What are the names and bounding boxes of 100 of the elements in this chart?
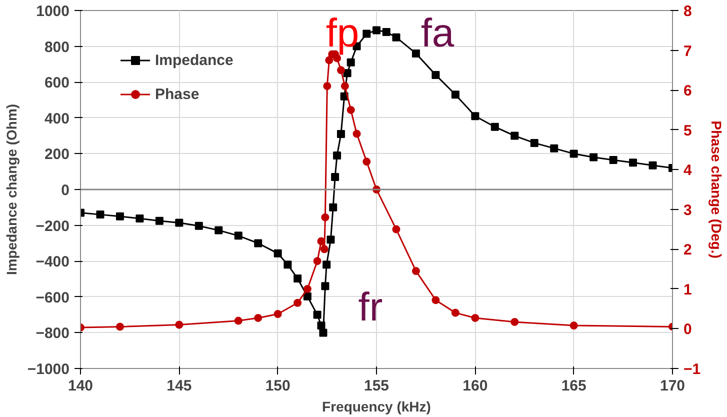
point bbox=[136, 214, 144, 222]
point bbox=[362, 158, 371, 166]
point bbox=[320, 245, 328, 254]
y-tick-label: 200 bbox=[44, 146, 70, 164]
point bbox=[321, 282, 330, 290]
y2-axis-title: Phase change (Deg.) bbox=[708, 120, 725, 258]
annotation: fr bbox=[358, 286, 383, 330]
y-tick-label: −200 bbox=[36, 218, 70, 235]
y2-tick-label: 6 bbox=[684, 82, 692, 100]
annotation: fp bbox=[326, 12, 360, 56]
y2-tick-label: 0 bbox=[684, 321, 692, 338]
point bbox=[234, 316, 242, 325]
point bbox=[648, 161, 657, 170]
x-tick-label: 165 bbox=[561, 378, 586, 394]
point bbox=[321, 213, 330, 222]
point bbox=[412, 267, 420, 276]
point bbox=[471, 314, 480, 322]
annotation: fa bbox=[420, 12, 455, 56]
point bbox=[570, 322, 578, 330]
point bbox=[214, 226, 223, 234]
point bbox=[471, 112, 480, 120]
point bbox=[317, 322, 326, 330]
point bbox=[432, 70, 440, 79]
point bbox=[274, 310, 282, 318]
y2-tick-label: 4 bbox=[684, 162, 692, 180]
y-tick-label: −600 bbox=[36, 289, 70, 306]
y2-tick-label: 1 bbox=[684, 281, 692, 298]
point bbox=[274, 249, 282, 258]
point bbox=[294, 274, 302, 282]
point bbox=[313, 257, 322, 266]
point bbox=[510, 318, 519, 326]
point bbox=[116, 322, 124, 331]
point bbox=[322, 260, 331, 269]
point bbox=[629, 158, 638, 167]
point bbox=[175, 218, 184, 227]
legend-label: Phase bbox=[155, 86, 200, 102]
y-tick-label: 0 bbox=[61, 182, 70, 199]
point bbox=[346, 58, 355, 66]
point bbox=[372, 26, 380, 34]
point bbox=[234, 232, 242, 240]
y-tick-label: 800 bbox=[44, 38, 70, 56]
point bbox=[340, 82, 349, 90]
point bbox=[362, 30, 371, 38]
point bbox=[175, 320, 184, 329]
y-tick-label: 1000 bbox=[36, 3, 70, 20]
point bbox=[317, 237, 326, 246]
point bbox=[331, 172, 340, 181]
point bbox=[352, 130, 361, 138]
point bbox=[319, 328, 328, 337]
point bbox=[116, 212, 124, 220]
point bbox=[510, 132, 519, 140]
x-tick-label: 160 bbox=[462, 378, 488, 394]
point bbox=[155, 216, 164, 225]
point bbox=[570, 150, 578, 158]
point bbox=[336, 130, 345, 138]
point bbox=[412, 49, 420, 58]
y2-tick-label: 2 bbox=[684, 242, 692, 259]
y2-tick-label: 8 bbox=[684, 3, 692, 20]
point bbox=[392, 225, 400, 234]
point bbox=[609, 156, 618, 164]
y-tick-label: −1000 bbox=[27, 361, 70, 378]
point bbox=[96, 210, 104, 219]
y-tick-label: −400 bbox=[36, 254, 70, 271]
x-tick-label: 140 bbox=[68, 378, 94, 394]
point bbox=[392, 33, 400, 42]
y2-tick-label: 5 bbox=[684, 122, 692, 140]
x-tick-label: 150 bbox=[265, 378, 290, 394]
point bbox=[313, 310, 322, 319]
point bbox=[194, 222, 203, 230]
point bbox=[284, 260, 292, 269]
point bbox=[550, 144, 558, 152]
y-axis-title: Impedance change (Ohm) bbox=[3, 104, 20, 276]
x-tick-label: 145 bbox=[166, 378, 192, 394]
point bbox=[254, 314, 262, 322]
point bbox=[326, 236, 335, 244]
point bbox=[451, 90, 460, 99]
y-tick-label: −800 bbox=[36, 325, 70, 342]
y-tick-label: 400 bbox=[44, 110, 70, 128]
point bbox=[254, 239, 262, 248]
y-tick-label: 600 bbox=[44, 74, 70, 92]
point bbox=[303, 292, 312, 300]
point bbox=[530, 138, 538, 147]
point bbox=[323, 82, 332, 90]
y2-tick-label: 3 bbox=[684, 202, 692, 219]
point bbox=[451, 308, 460, 317]
x-axis-title: Frequency (kHz) bbox=[322, 398, 431, 414]
point bbox=[432, 296, 440, 304]
x-tick-label: 155 bbox=[364, 378, 390, 394]
point bbox=[294, 298, 302, 307]
point bbox=[333, 151, 342, 160]
point bbox=[329, 203, 338, 212]
x-tick-label: 170 bbox=[660, 378, 686, 394]
point bbox=[382, 28, 390, 36]
point bbox=[336, 66, 345, 74]
point bbox=[490, 122, 499, 131]
point bbox=[303, 284, 312, 293]
point bbox=[343, 69, 352, 78]
y2-tick-label: 7 bbox=[684, 42, 692, 60]
y2-tick-label: −1 bbox=[684, 361, 701, 378]
legend-label: Impedance bbox=[155, 52, 234, 68]
